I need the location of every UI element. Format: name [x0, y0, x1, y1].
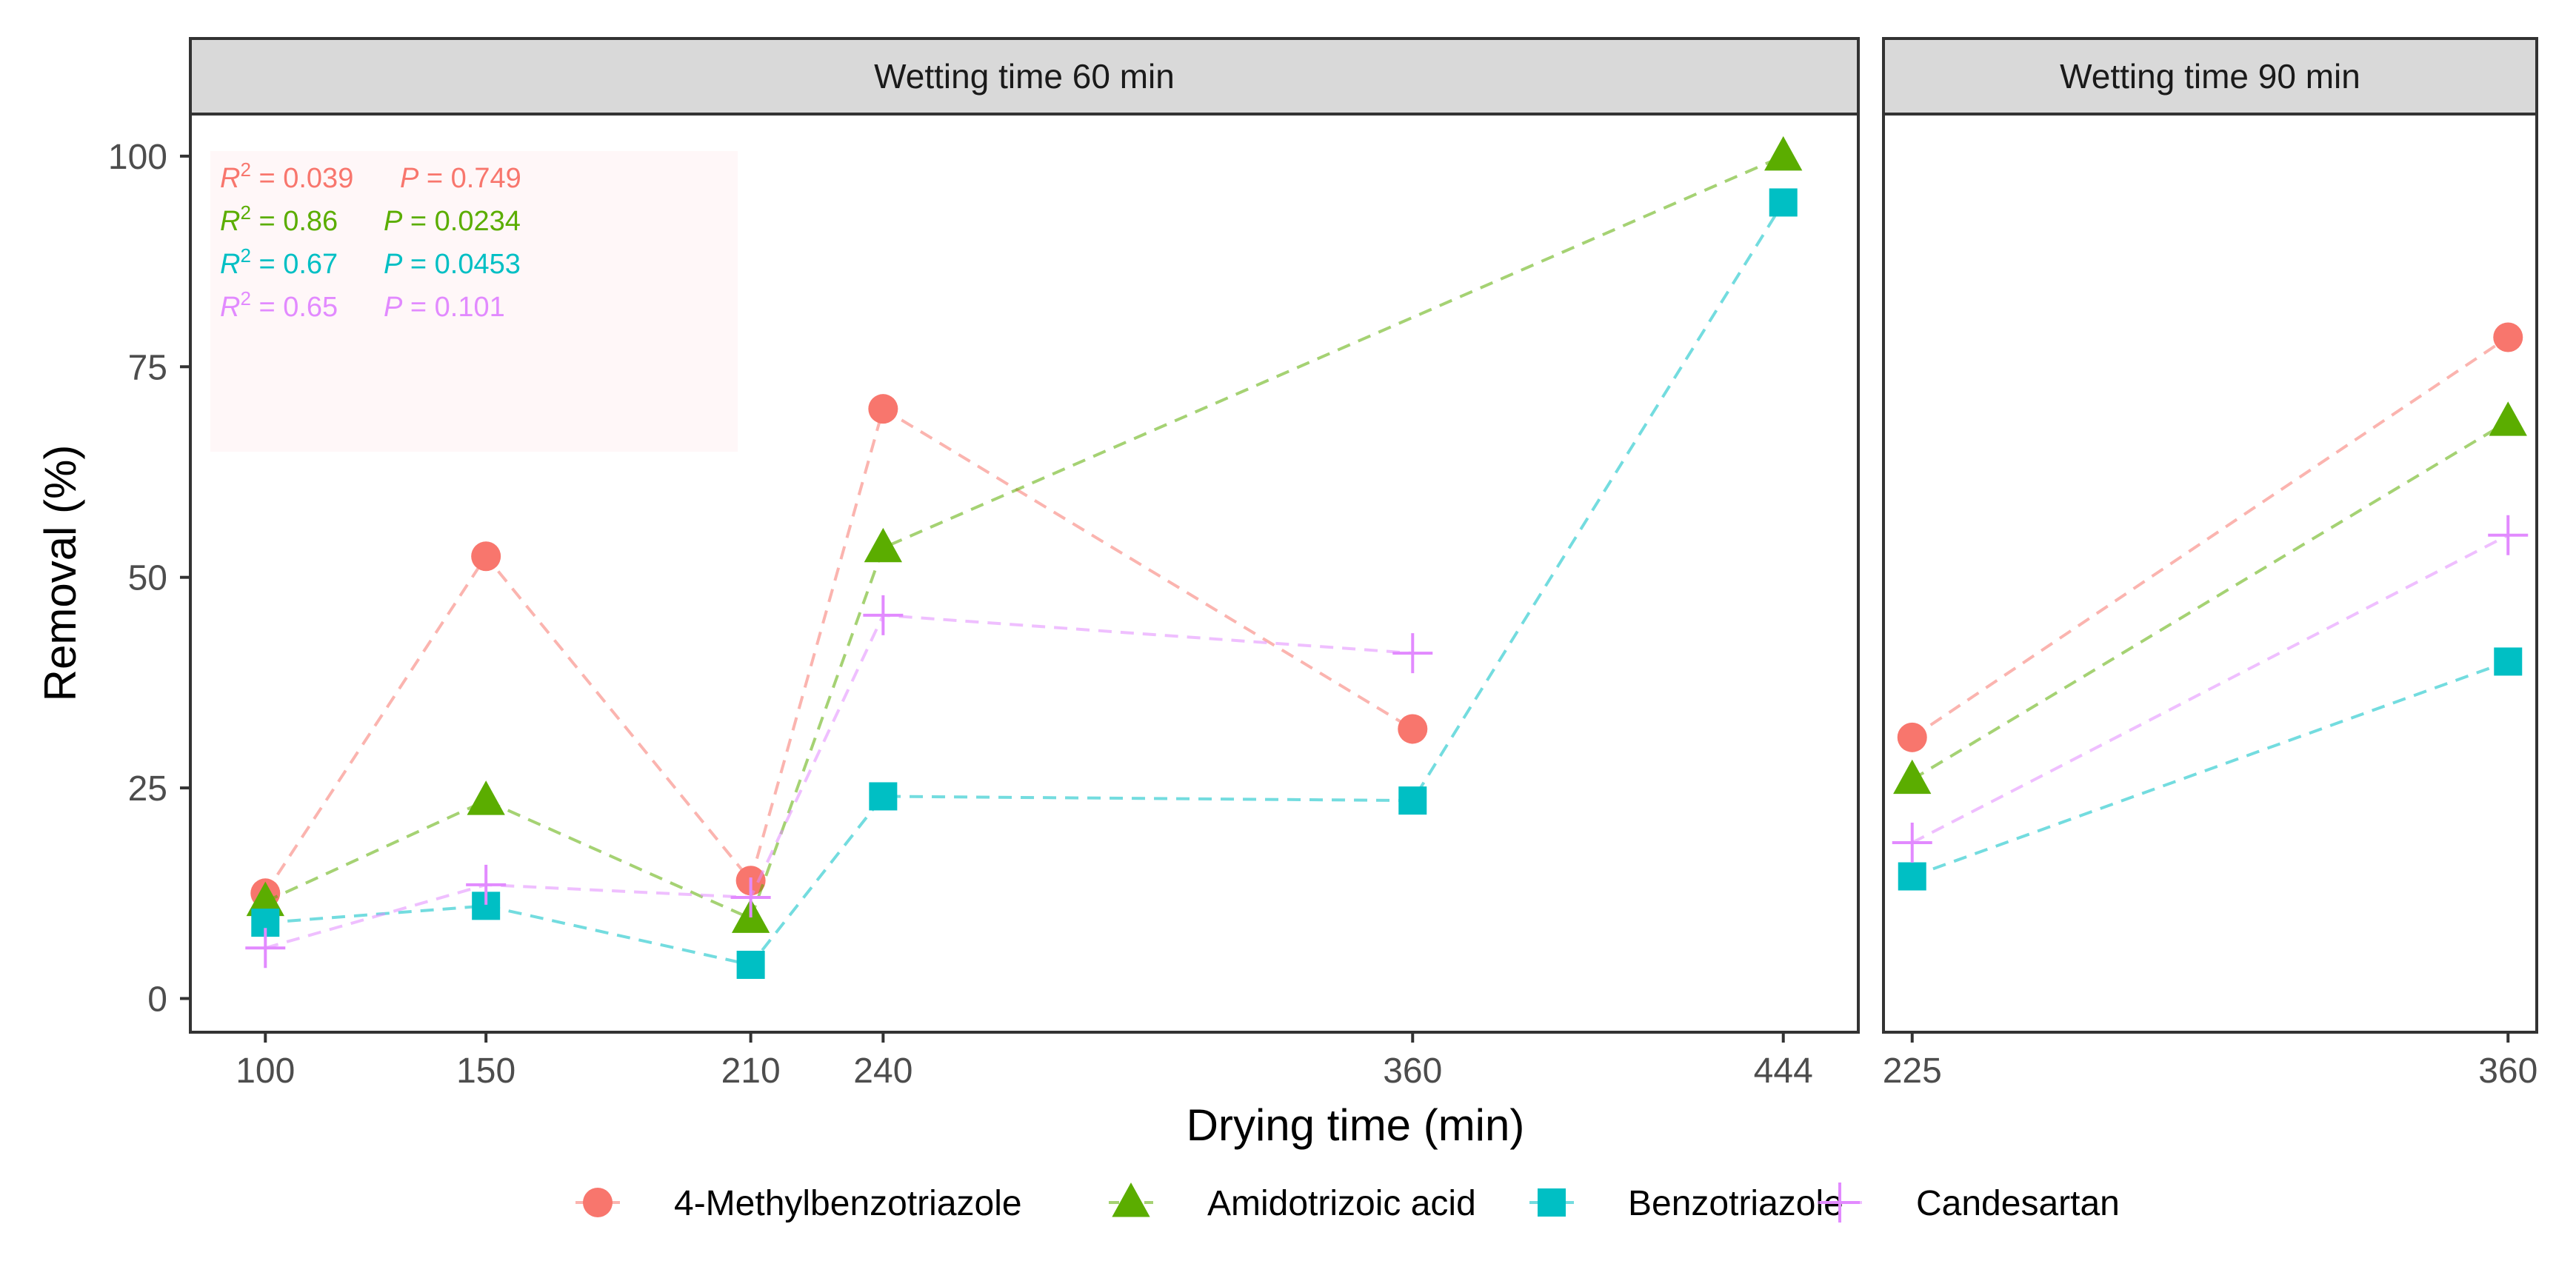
- data-point-amidotrizoic-acid: [467, 780, 505, 815]
- legend-item-benzotriazole: Benzotriazole: [1529, 1184, 1843, 1223]
- series-line-4-methylbenzotriazole: [264, 407, 1414, 894]
- legend-item-4-methylbenzotriazole: 4-Methylbenzotriazole: [575, 1184, 1022, 1223]
- stat-label-4-methylbenzotriazole: R2 = 0.039: [220, 158, 353, 194]
- data-point-candesartan: [466, 864, 507, 905]
- x-tick-label: 360: [1383, 1051, 1442, 1091]
- strip-label-wetting-90: Wetting time 90 min: [2060, 57, 2360, 96]
- series-line-amidotrizoic-acid: [264, 155, 1784, 921]
- data-point-candesartan: [730, 877, 771, 917]
- legend-key-candesartan: [1820, 1183, 1860, 1223]
- data-point-amidotrizoic-acid: [246, 881, 284, 917]
- data-point-benzotriazole: [1769, 188, 1798, 217]
- series-line-4-methylbenzotriazole: [1911, 335, 2509, 739]
- strip-wetting-60: [189, 37, 1860, 116]
- stats-annotations: R2 = 0.039 P = 0.749 R2 = 0.86 P = 0.0234 R2…: [220, 158, 521, 323]
- legend-key-4-methylbenzotriazole: [583, 1188, 613, 1217]
- y-tick-label: 25: [128, 769, 167, 809]
- data-point-benzotriazole: [736, 950, 765, 979]
- x-axis-title: Drying time (min): [1187, 1100, 1525, 1150]
- y-axis-title: Removal (%): [36, 445, 85, 702]
- legend-key-benzotriazole: [1538, 1188, 1566, 1217]
- x-tick-label: 240: [853, 1051, 912, 1091]
- data-point-amidotrizoic-acid: [1893, 759, 1932, 795]
- series-line-amidotrizoic-acid: [1911, 420, 2509, 781]
- x-tick-label: 100: [236, 1051, 295, 1091]
- data-point-candesartan: [245, 928, 286, 969]
- legend-item-candesartan: Candesartan: [1818, 1183, 2120, 1223]
- data-point-4-methylbenzotriazole: [471, 541, 501, 572]
- strip-wetting-90: [1882, 37, 2538, 116]
- legend-item-amidotrizoic-acid: Amidotrizoic acid: [1109, 1183, 1476, 1223]
- legend-key-amidotrizoic-acid: [1112, 1183, 1150, 1217]
- stat-p-benzotriazole: P = 0.0453: [384, 249, 521, 280]
- data-point-4-methylbenzotriazole: [1897, 722, 1927, 752]
- data-point-candesartan: [863, 595, 904, 635]
- series-candesartan: [1892, 515, 2529, 863]
- series-line-benzotriazole: [1912, 660, 2509, 878]
- x-axis-wetting-60: 100 150 210 240 360 444: [236, 1032, 1813, 1091]
- y-tick-label: 100: [108, 138, 167, 177]
- legend-label: 4-Methylbenzotriazole: [674, 1184, 1022, 1223]
- data-point-benzotriazole: [1898, 862, 1926, 891]
- panel-frame-wetting-90: [1882, 113, 2538, 1034]
- data-point-4-methylbenzotriazole: [868, 394, 898, 424]
- stat-label-amidotrizoic-acid: R2 = 0.86: [220, 201, 338, 237]
- data-point-4-methylbenzotriazole: [2493, 322, 2523, 352]
- plot-area-wetting-60: [245, 136, 1803, 979]
- panel-wetting-90: Wetting time 90 min: [1882, 37, 2538, 1034]
- series-benzotriazole: [251, 188, 1798, 979]
- stat-p-candesartan: P = 0.101: [384, 292, 505, 323]
- panel-wetting-60: Wetting time 60 min R2 = 0.039 P = 0.749R…: [189, 37, 1860, 1034]
- x-tick-label: 210: [721, 1051, 781, 1091]
- data-point-amidotrizoic-acid: [1764, 136, 1803, 171]
- stat-p-4-methylbenzotriazole: P = 0.749: [400, 163, 521, 194]
- data-point-candesartan: [1892, 823, 1932, 863]
- data-point-candesartan: [2488, 515, 2529, 555]
- data-point-candesartan: [1392, 633, 1433, 674]
- stat-label-candesartan: R2 = 0.65: [220, 287, 338, 323]
- stat-label-benzotriazole: R2 = 0.67: [220, 244, 338, 280]
- legend-label: Benzotriazole: [1628, 1184, 1843, 1223]
- series-line-benzotriazole: [265, 201, 1785, 967]
- data-point-amidotrizoic-acid: [2489, 401, 2527, 436]
- series-4-methylbenzotriazole: [1897, 322, 2523, 752]
- plot-area-wetting-90: [1892, 322, 2529, 891]
- x-tick-label: 444: [1754, 1051, 1813, 1091]
- y-tick-label: 75: [128, 348, 167, 387]
- series-candesartan: [245, 595, 1433, 969]
- x-axis-wetting-90: 225 360: [1883, 1032, 2537, 1091]
- legend-label: Amidotrizoic acid: [1207, 1184, 1476, 1223]
- series-amidotrizoic-acid: [1893, 401, 2527, 795]
- panel-frame-wetting-60: [189, 113, 1860, 1034]
- data-point-benzotriazole: [2494, 647, 2523, 676]
- x-tick-label: 360: [2478, 1051, 2537, 1091]
- stats-box: [210, 151, 738, 452]
- data-point-amidotrizoic-acid: [864, 527, 903, 563]
- series-line-candesartan: [1911, 534, 2509, 844]
- y-tick-label: 0: [147, 980, 167, 1019]
- legend-label: Candesartan: [1916, 1184, 2120, 1223]
- data-point-benzotriazole: [869, 782, 898, 811]
- strip-label-wetting-60: Wetting time 60 min: [874, 57, 1175, 96]
- data-point-4-methylbenzotriazole: [1398, 714, 1428, 744]
- x-tick-label: 225: [1883, 1051, 1942, 1091]
- x-tick-label: 150: [456, 1051, 515, 1091]
- legend: 4-Methylbenzotriazole Amidotrizoic acid Be…: [575, 1183, 2120, 1223]
- series-benzotriazole: [1898, 647, 2523, 891]
- data-point-benzotriazole: [1398, 786, 1427, 815]
- y-axis: 0 25 50 75 100: [108, 138, 190, 1019]
- series-amidotrizoic-acid: [246, 136, 1803, 933]
- y-tick-label: 50: [128, 559, 167, 598]
- stat-p-amidotrizoic-acid: P = 0.0234: [384, 206, 521, 237]
